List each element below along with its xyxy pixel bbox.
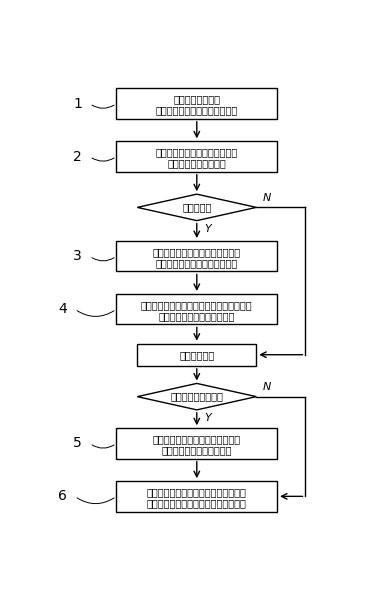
Text: 记录领取人员信息、领取时间及工具信息，: 记录领取人员信息、领取时间及工具信息，	[141, 300, 253, 310]
FancyBboxPatch shape	[116, 88, 277, 119]
Text: 回收系统对归还工具识别检查，无遗漏: 回收系统对归还工具识别检查，无遗漏	[147, 487, 247, 497]
FancyBboxPatch shape	[116, 481, 277, 511]
Text: 6: 6	[58, 490, 67, 503]
FancyBboxPatch shape	[116, 294, 277, 324]
Polygon shape	[137, 384, 257, 410]
FancyBboxPatch shape	[137, 343, 257, 366]
Text: 5: 5	[73, 436, 82, 451]
Text: 工具，派发给相关责任工作人员: 工具，派发给相关责任工作人员	[156, 258, 238, 268]
Text: 向工作人员派发任务唯一验证码: 向工作人员派发任务唯一验证码	[156, 105, 238, 115]
Text: 2: 2	[73, 150, 82, 163]
FancyBboxPatch shape	[116, 141, 277, 172]
Text: 并标示这些工具处于借出状态: 并标示这些工具处于借出状态	[159, 311, 235, 321]
Text: 工具配发结束: 工具配发结束	[179, 350, 214, 360]
Text: ，供工具提取系统验证: ，供工具提取系统验证	[167, 158, 226, 168]
FancyBboxPatch shape	[116, 428, 277, 459]
Text: 指定归还时间已过？: 指定归还时间已过？	[170, 392, 223, 401]
Text: 4: 4	[58, 302, 67, 316]
Text: 3: 3	[73, 249, 82, 263]
Text: N: N	[262, 382, 271, 392]
Text: Y: Y	[204, 224, 211, 234]
Text: 输入任务验证码及员工身份信息: 输入任务验证码及员工身份信息	[156, 147, 238, 157]
Polygon shape	[137, 194, 257, 221]
Text: 自动根据任务内容选取所需的电力: 自动根据任务内容选取所需的电力	[153, 247, 241, 258]
Text: 1: 1	[73, 96, 82, 111]
Text: Y: Y	[204, 413, 211, 423]
Text: 传递信息，提醒其归还工具: 传递信息，提醒其归还工具	[162, 445, 232, 455]
Text: N: N	[262, 192, 271, 202]
Text: 工具库系统会自动给相应责任人员: 工具库系统会自动给相应责任人员	[153, 435, 241, 445]
FancyBboxPatch shape	[116, 241, 277, 272]
Text: 、无损坏之后，清除借出状态标示信号: 、无损坏之后，清除借出状态标示信号	[147, 498, 247, 508]
Text: 分配待检修任务，: 分配待检修任务，	[173, 95, 220, 105]
Text: 验证通过？: 验证通过？	[182, 202, 212, 213]
